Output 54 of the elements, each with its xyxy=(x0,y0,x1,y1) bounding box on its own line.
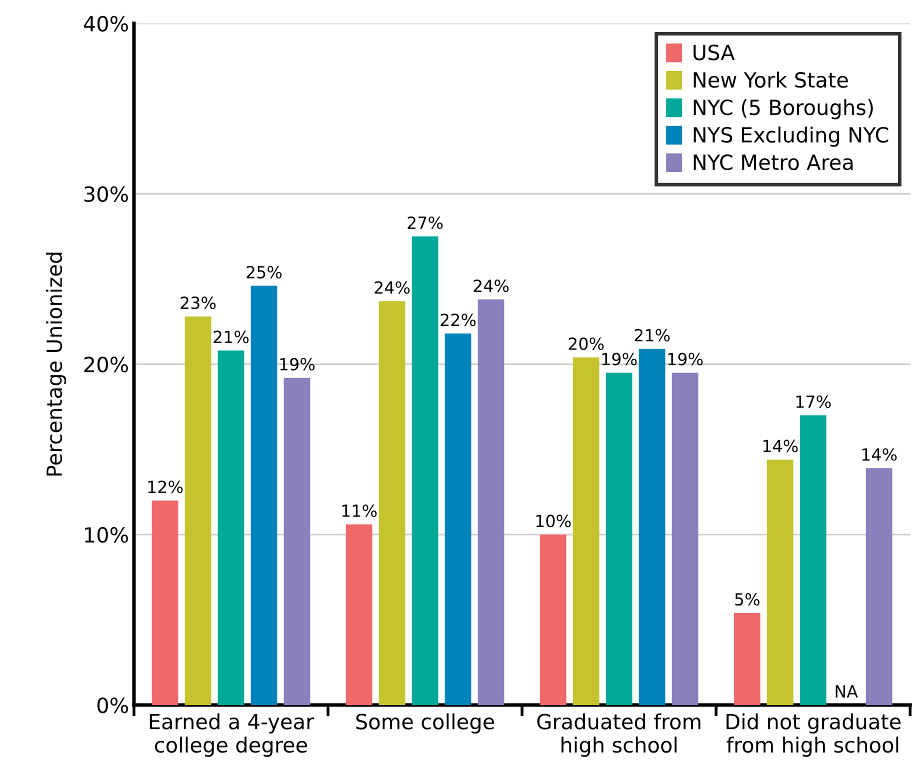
data-label: 11% xyxy=(342,504,377,518)
bar xyxy=(672,372,698,705)
bar xyxy=(766,460,794,705)
data-label: 23% xyxy=(180,296,216,310)
bar xyxy=(412,236,438,705)
bar xyxy=(218,350,244,705)
bar xyxy=(444,334,472,705)
data-label: 17% xyxy=(796,395,831,408)
legend-label: USA xyxy=(694,44,735,60)
bar xyxy=(734,612,760,705)
text: NA xyxy=(836,685,858,698)
y-tick-label: 30% xyxy=(84,186,128,202)
data-label: 21% xyxy=(214,330,249,344)
data-label: 14% xyxy=(763,440,798,452)
bar xyxy=(284,378,310,705)
data-label: 10% xyxy=(536,514,571,528)
bar xyxy=(152,500,178,705)
legend-label: NYS Excluding NYC xyxy=(694,126,888,147)
data-label: 12% xyxy=(148,480,183,494)
bar xyxy=(378,301,406,705)
bar xyxy=(606,372,632,705)
data-label: 22% xyxy=(440,314,476,326)
legend-label: New York State xyxy=(694,72,848,88)
data-label: 5% xyxy=(735,593,760,606)
bar xyxy=(184,316,212,705)
x-tick-label: Earned a 4-year college degree xyxy=(150,713,314,757)
bar xyxy=(638,348,666,705)
data-label: 14% xyxy=(862,448,897,461)
legend-label: NYC (5 Boroughs) xyxy=(694,99,873,120)
bar xyxy=(346,524,372,705)
x-tick-label: Graduated from high school xyxy=(537,713,700,757)
data-label: 20% xyxy=(568,337,604,350)
legend-label: NYC Metro Area xyxy=(694,154,853,170)
bar xyxy=(866,468,892,705)
y-tick-label: 10% xyxy=(85,527,128,543)
data-label: 25% xyxy=(246,266,282,278)
y-tick-label: 20% xyxy=(84,356,128,372)
y-tick-label: 40% xyxy=(84,16,128,32)
data-label: 21% xyxy=(634,328,670,342)
data-label: 19% xyxy=(668,352,703,366)
data-label: 24% xyxy=(374,281,410,294)
bar xyxy=(800,415,826,705)
x-tick-label: Did not graduate from high school xyxy=(726,713,901,757)
data-label: 19% xyxy=(602,352,637,366)
data-label: 19% xyxy=(280,358,315,370)
bar xyxy=(572,357,600,705)
y-tick-label: 0% xyxy=(97,697,128,714)
data-label: 24% xyxy=(474,280,509,292)
x-tick-label: Some college xyxy=(356,713,494,734)
bar xyxy=(540,534,566,705)
bar xyxy=(478,299,504,705)
bar xyxy=(250,286,278,705)
y-axis-title: Percentage Unionized xyxy=(46,252,66,476)
data-label: 27% xyxy=(408,216,443,230)
